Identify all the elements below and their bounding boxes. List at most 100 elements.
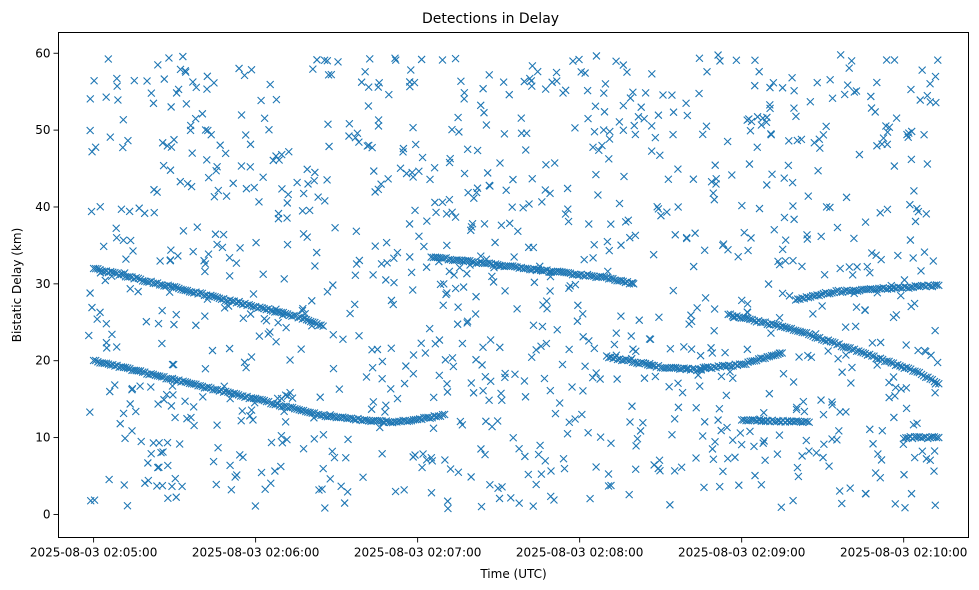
scatter-point	[912, 204, 921, 213]
scatter-point	[891, 499, 900, 508]
scatter-point	[824, 347, 833, 355]
scatter-point	[793, 463, 802, 472]
scatter-point	[529, 502, 538, 510]
scatter-point	[631, 130, 640, 139]
scatter-point	[166, 256, 175, 265]
scatter-point	[678, 388, 687, 397]
scatter-point	[800, 407, 809, 416]
scatter-point	[626, 418, 634, 426]
scatter-point	[283, 392, 292, 401]
scatter-point	[154, 319, 163, 328]
track-point	[732, 312, 741, 320]
scatter-point	[654, 111, 663, 120]
scatter-point	[828, 94, 837, 103]
scatter-point	[814, 166, 822, 175]
scatter-point	[596, 375, 605, 383]
scatter-point	[207, 130, 216, 139]
scatter-point	[933, 56, 942, 64]
scatter-point	[828, 398, 836, 406]
scatter-point	[299, 189, 308, 198]
scatter-point	[128, 426, 136, 435]
scatter-point	[855, 150, 864, 159]
scatter-point	[283, 240, 292, 249]
scatter-point	[147, 449, 156, 458]
scatter-point	[102, 93, 111, 102]
scatter-point	[649, 250, 658, 259]
track-point	[879, 283, 888, 292]
scatter-point	[677, 463, 686, 472]
scatter-point	[172, 493, 181, 502]
track-point	[727, 362, 735, 371]
scatter-point	[172, 89, 181, 97]
track-point	[426, 414, 434, 423]
scatter-point	[506, 493, 515, 502]
scatter-point	[828, 400, 837, 409]
scatter-point	[789, 256, 797, 265]
y-tick-label: 50	[35, 123, 50, 137]
scatter-point	[458, 420, 467, 429]
scatter-point	[124, 136, 132, 145]
scatter-point	[695, 54, 704, 63]
scatter-point	[163, 461, 172, 470]
scatter-point	[479, 386, 487, 395]
track-point	[211, 292, 220, 301]
scatter-point	[757, 121, 766, 129]
scatter-point	[753, 143, 762, 152]
scatter-point	[261, 485, 270, 494]
scatter-point	[929, 257, 938, 265]
scatter-point	[530, 278, 539, 287]
scatter-point	[520, 377, 529, 385]
scatter-point	[601, 79, 610, 88]
scatter-point	[840, 90, 849, 99]
scatter-point	[627, 332, 636, 340]
scatter-point	[604, 154, 613, 163]
scatter-point	[88, 147, 96, 156]
scatter-point	[547, 467, 555, 475]
scatter-point	[877, 456, 886, 464]
scatter-point	[836, 51, 845, 59]
scatter-point	[727, 171, 736, 179]
scatter-point	[102, 338, 111, 347]
scatter-point	[343, 487, 352, 496]
scatter-point	[665, 382, 674, 391]
scatter-point	[168, 382, 177, 390]
scatter-point	[352, 227, 361, 236]
scatter-point	[571, 123, 579, 132]
scatter-point	[852, 87, 861, 95]
scatter-point	[126, 284, 135, 293]
scatter-point	[575, 55, 583, 64]
track-point	[746, 315, 754, 324]
track-point	[211, 385, 220, 394]
track-point	[485, 259, 494, 268]
scatter-point	[774, 257, 782, 266]
scatter-point	[405, 253, 414, 261]
scatter-point	[552, 68, 561, 77]
scatter-point	[384, 90, 393, 99]
scatter-point	[583, 86, 592, 95]
scatter-point	[119, 409, 128, 418]
scatter-point	[123, 501, 132, 510]
track-point	[93, 264, 102, 273]
track-point	[170, 282, 179, 291]
scatter-point	[592, 52, 601, 60]
scatter-point	[628, 402, 636, 411]
scatter-point	[454, 303, 463, 311]
scatter-point	[893, 251, 902, 260]
track-point	[832, 286, 841, 295]
scatter-point	[112, 74, 121, 83]
scatter-point	[119, 115, 128, 124]
scatter-point	[204, 250, 213, 258]
scatter-point	[668, 91, 676, 100]
scatter-point	[687, 311, 695, 320]
scatter-point	[334, 57, 342, 66]
scatter-point	[122, 255, 130, 263]
x-tick-label: 2025-08-03 02:08:00	[516, 546, 643, 560]
scatter-point	[910, 186, 918, 195]
scatter-point	[743, 300, 752, 308]
scatter-point	[339, 335, 347, 344]
scatter-point	[335, 385, 344, 394]
x-tick-label: 2025-08-03 02:05:00	[30, 546, 157, 560]
scatter-point	[367, 405, 376, 414]
scatter-point	[651, 372, 660, 381]
scatter-point	[909, 254, 918, 262]
